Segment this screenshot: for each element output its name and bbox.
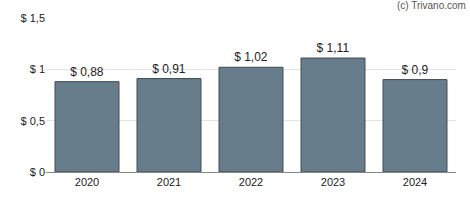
svg-text:$ 0,88: $ 0,88 [70,65,104,79]
svg-text:2020: 2020 [75,176,99,188]
svg-text:$ 0,5: $ 0,5 [21,115,45,127]
svg-text:2021: 2021 [157,176,181,188]
svg-text:$ 1,5: $ 1,5 [21,12,45,24]
svg-text:(c) Trivano.com: (c) Trivano.com [397,0,466,11]
svg-text:$ 1: $ 1 [30,63,45,75]
svg-text:2024: 2024 [403,176,427,188]
svg-text:$ 1,02: $ 1,02 [234,50,268,64]
svg-text:2022: 2022 [239,176,263,188]
svg-text:$ 0: $ 0 [30,166,45,178]
svg-text:$ 1,11: $ 1,11 [317,41,350,55]
svg-text:$ 0,9: $ 0,9 [401,63,428,77]
svg-text:2023: 2023 [321,176,345,188]
svg-text:$ 0,91: $ 0,91 [152,62,186,76]
